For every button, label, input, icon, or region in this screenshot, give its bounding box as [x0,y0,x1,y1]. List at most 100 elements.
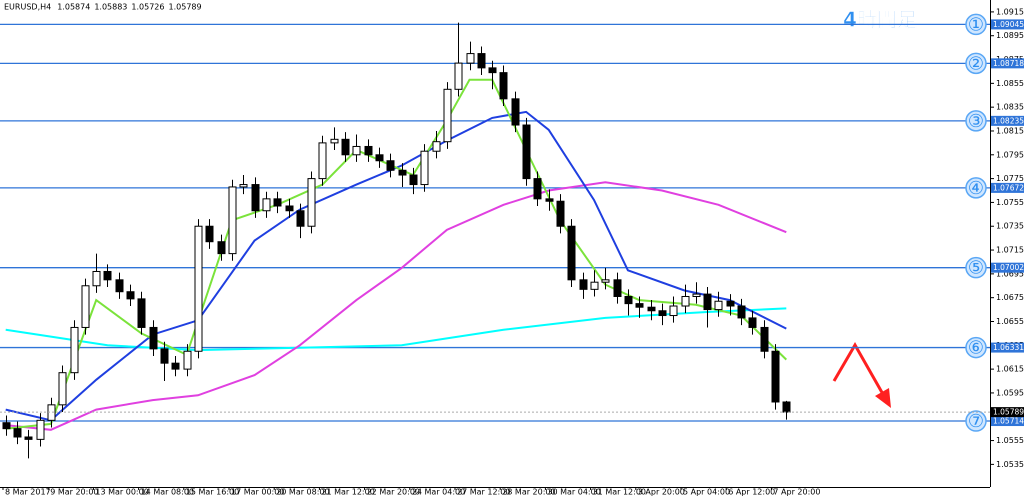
candle-body [443,88,452,143]
candles [2,22,791,459]
candle-body [477,53,486,69]
candle-body [307,178,316,227]
candle-body [782,401,791,413]
arrow-line [832,341,886,397]
candle-body [36,419,45,440]
candle-body [466,53,475,64]
x-tick-label: 7 Apr 20:00 [773,488,820,497]
candle-body [285,205,294,212]
last-price-label: 1.05789 [993,408,1024,417]
candle-body [375,154,384,162]
symbol: EURUSD,H4 [4,3,51,12]
candle-body [669,305,678,317]
level-price-box [991,416,1024,427]
level-price-box [991,58,1024,69]
x-tick-label: 3 Apr 20:00 [638,488,685,497]
candle-body [499,72,508,100]
candle-body [81,285,90,328]
x-tick-label: 21 Mar 12:00 [321,488,374,497]
trend-arrow [832,341,891,408]
moving-average [5,181,787,431]
y-tick-label: 1.07150 [996,246,1024,255]
candle-body [103,270,112,281]
candle-body [398,169,407,176]
x-tick-label: 14 Mar 08:00 [141,488,194,497]
level-number: ⑥ [968,338,984,359]
candle-body [352,145,361,156]
x-tick-label: 31 Mar 12:00 [593,488,646,497]
level-marker [965,13,987,36]
candle-body [330,138,339,144]
candle-body [454,62,463,90]
candle-body [533,178,542,200]
candle-body [251,184,260,212]
y-tick-label: 1.07550 [996,198,1024,207]
candle-body [386,160,395,171]
candle-body [409,174,418,186]
level-number: ④ [968,178,984,199]
candle-body [318,142,327,180]
candle-body [760,326,769,352]
candle-body [194,225,203,352]
level-number: ① [968,14,984,35]
candle-body [228,186,237,255]
candle-body [624,295,633,305]
quote-value: 1.05726 [131,3,164,12]
level-marker [965,177,987,199]
x-tick-label: 5 Apr 04:00 [683,488,730,497]
candle-body [613,279,622,297]
x-tick-label: 15 Mar 16:00 [186,488,239,497]
chart-title: 4時間足 [843,8,918,32]
quote-value: 1.05789 [169,3,202,12]
y-tick-label: 1.06550 [996,317,1024,326]
level-marker [965,52,987,75]
candle-body [703,293,712,311]
candle-body [681,295,690,307]
level-lines [0,23,990,422]
candle-body [522,124,531,180]
y-tick-label: 1.08350 [996,103,1024,112]
candle-body [432,141,441,152]
last-price-box [991,407,1024,418]
candle-body [2,422,11,430]
candle-body [149,326,158,350]
y-tick-label: 1.07350 [996,222,1024,231]
level-number: ⑤ [968,258,984,279]
candle-body [737,305,746,319]
y-tick-label: 1.07750 [996,174,1024,183]
candle-body [420,150,429,186]
candle-body [714,300,723,311]
x-tick-label: 20 Mar 08:00 [276,488,329,497]
candle-body [567,225,576,281]
candle-body [601,279,610,283]
x-tick-label: 22 Mar 20:00 [367,488,420,497]
candle-body [545,198,554,202]
candle-body [13,428,22,438]
level-price-label: 1.08235 [993,116,1024,125]
candle-body [137,298,146,328]
x-tick-label: 9 Mar 20:00 [50,488,98,497]
y-tick-label: 1.05350 [996,460,1024,469]
candle-body [24,436,33,440]
y-tick-label: 1.09150 [996,7,1024,16]
y-tick-label: 1.07950 [996,150,1024,159]
candle-body [262,198,271,212]
level-price-box [991,115,1024,126]
candle-body [658,310,667,317]
candle-body [726,300,735,307]
x-tick-label: 6 Apr 12:00 [728,488,775,497]
candle-body [635,303,644,308]
level-number: ③ [968,111,984,132]
y-tick-label: 1.05950 [996,388,1024,397]
candle-body [171,362,180,370]
candle-body [205,225,214,243]
quote-value: 1.05874 [57,3,90,12]
candle-body [296,210,305,227]
level-price-label: 1.07002 [993,263,1024,272]
level-price-label: 1.07672 [993,183,1024,192]
candle-body [70,326,79,374]
level-price-box [991,262,1024,273]
level-number: ② [968,53,984,74]
x-tick-label: 13 Mar 00:00 [95,488,148,497]
